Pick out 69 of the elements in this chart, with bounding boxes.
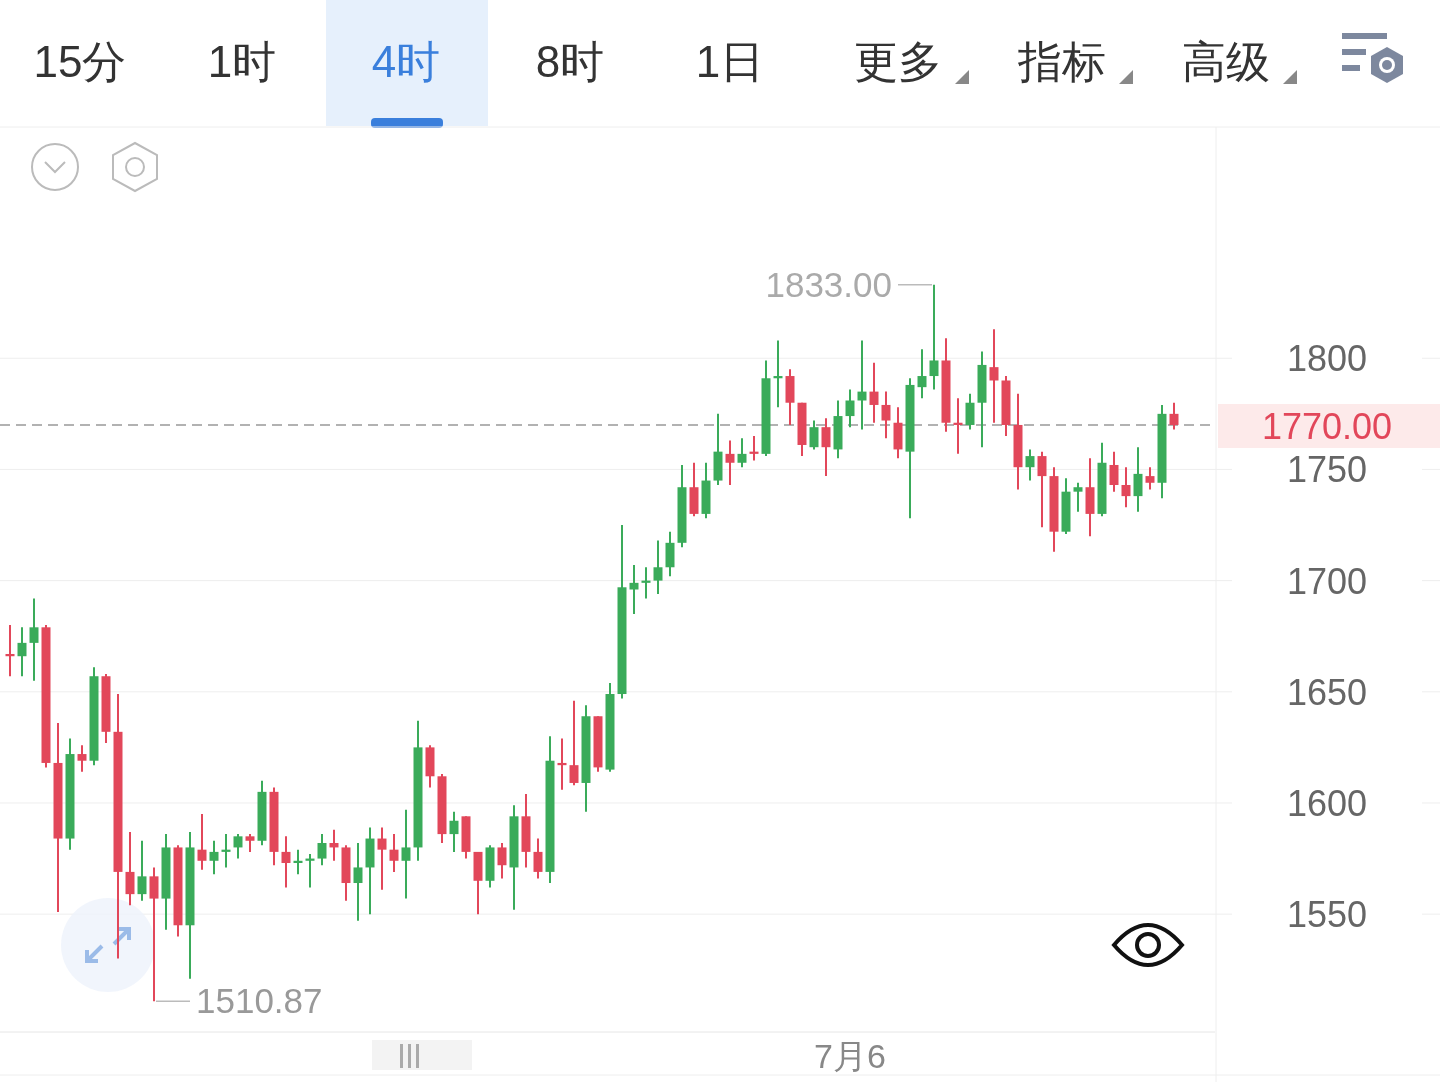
candlestick [329,828,339,862]
candlestick [353,842,363,922]
candlestick [641,566,651,600]
x-tick-label: 7月6 [814,1037,886,1075]
candlestick [1121,466,1131,509]
candlestick [1025,448,1035,482]
candlestick [1169,401,1179,431]
y-tick-label: 1750 [1286,449,1368,491]
candlestick [401,808,411,900]
y-tick-label: 1550 [1286,894,1368,936]
text: 15分 [33,37,127,86]
candlestick [1037,450,1047,529]
ref-line-label: 1770.00 [1261,405,1393,447]
text: 4时 [371,37,441,86]
candlestick [317,833,327,867]
y-tick-label: 1800 [1286,338,1368,380]
candlestick [557,737,567,791]
text: 8时 [535,37,605,86]
candlestick [17,626,27,678]
candlestick [749,435,759,462]
candlestick [77,744,87,773]
candlestick [29,597,39,682]
candlestick [929,283,939,391]
candlestick [449,810,459,853]
candlestick [5,624,15,678]
candlestick [953,397,963,455]
candlestick [533,837,543,880]
candlestick [1073,481,1083,513]
candlestick [845,388,855,429]
candlestick [773,339,783,409]
candlestick [965,392,975,431]
annotation: 1510.87 [196,981,323,1021]
candlestick [1109,450,1119,493]
candlestick [293,848,303,876]
text: 1时 [207,37,277,86]
text: 1日 [695,37,765,86]
candlestick [305,853,315,889]
candlestick [629,564,639,615]
text: 指标 [1017,37,1106,86]
text: 更多 [854,37,942,86]
candlestick [137,839,147,902]
candlestick [125,830,135,907]
annotation: 1833.00 [765,264,892,304]
candlestick [221,833,231,869]
candlestick [497,842,507,880]
candlestick [569,699,579,787]
candlestick [725,439,735,486]
text: 高级 [1182,37,1270,86]
candlestick [881,390,891,440]
candlestick [857,339,867,431]
candlestick [149,866,159,1003]
candlestick [377,826,387,891]
candlestick [821,417,831,478]
candlestick [653,539,663,595]
candlestick [1145,466,1155,491]
candlestick [737,437,747,469]
candlestick [233,833,243,860]
candlestick [917,348,927,400]
candlestick [869,361,879,424]
candlestick [281,835,291,889]
y-tick-label: 1700 [1286,560,1368,602]
candlestick [389,833,399,873]
y-tick-label: 1650 [1286,671,1368,713]
candlestick [1133,446,1143,513]
candlestick [197,813,207,871]
candlestick [809,419,819,451]
candlestick [209,839,219,876]
y-tick-label: 1600 [1286,782,1368,824]
candlestick [989,328,999,424]
